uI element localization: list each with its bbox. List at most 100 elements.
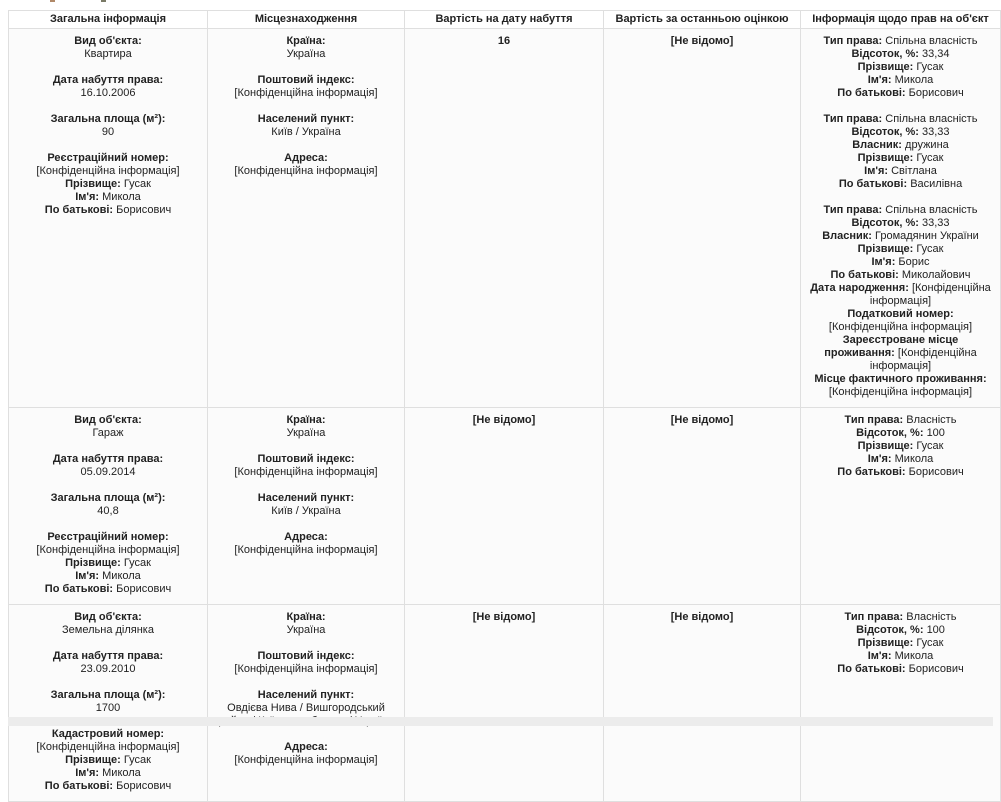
field-line: Ім'я: Борис (809, 256, 992, 269)
field-value: [Конфіденційна інформація] (234, 754, 378, 766)
field-value: Україна (286, 624, 326, 636)
field-value: Микола (894, 74, 934, 86)
field-label: Відсоток, %: (851, 48, 919, 60)
field-value: Київ / Україна (271, 505, 341, 517)
field-label: По батькові: (837, 466, 906, 478)
field-value: 100 (926, 624, 945, 636)
location-cell: Країна: Україна Поштовий індекс: [Конфіденц… (207, 407, 405, 605)
field-line: Відсоток, %: 100 (809, 624, 992, 637)
field-label: Тип права: (823, 204, 883, 216)
field-value: [Не відомо] (670, 35, 734, 47)
field-line: По батькові: Борисович (17, 780, 199, 793)
field-label: Адреса: (284, 531, 328, 543)
field-line: По батькові: Борисович (809, 87, 992, 100)
field-label: Загальна площа (м²): (50, 113, 166, 125)
field-label: Прізвище: (857, 637, 914, 649)
rights-block: Тип права: Спільна власність Відсоток, %:… (809, 204, 992, 399)
field-label: По батькові: (837, 87, 906, 99)
field-value: Громадянин України (875, 230, 979, 242)
field-line: Прізвище: Гусак (809, 637, 992, 650)
field-value: Гусак (123, 557, 151, 569)
field-label: Поштовий індекс: (257, 650, 355, 662)
field-value: [Не відомо] (670, 611, 734, 623)
table-header: Загальна інформація Місцезнаходження Варті… (8, 10, 1001, 29)
field-line: Ім'я: Світлана (809, 165, 992, 178)
field-line: По батькові: Борисович (17, 204, 199, 217)
field-value: 33,34 (921, 48, 950, 60)
field-value: 33,33 (921, 217, 950, 229)
general-info-cell: Вид об'єкта: Квартира Дата набуття права: 1… (8, 28, 208, 408)
field-line: Відсоток, %: 33,34 (809, 48, 992, 61)
field-value: 33,33 (921, 126, 950, 138)
field-label: Країна: (286, 414, 326, 426)
acquisition-value-cell: [Не відомо] (404, 604, 604, 802)
field-line: Місце фактичного проживання: [Конфіденці… (809, 373, 992, 399)
table-body: Вид об'єкта: Квартира Дата набуття права: 1… (8, 28, 1001, 802)
field-value: Україна (286, 427, 326, 439)
field-value: Спільна власність (885, 204, 978, 216)
field-line: Ім'я: Микола (809, 74, 992, 87)
field-value: Власність (906, 414, 957, 426)
field-label: Прізвище: (65, 557, 121, 569)
field-line: Прізвище: Гусак (17, 754, 199, 767)
column-header: Місцезнаходження (207, 10, 405, 29)
rights-cell: Тип права: Спільна власність Відсоток, %:… (800, 28, 1001, 408)
assessment-value-cell: [Не відомо] (603, 604, 801, 802)
field-value: Гусак (916, 243, 944, 255)
field-line: Відсоток, %: 100 (809, 427, 992, 440)
field-line: Прізвище: Гусак (809, 61, 992, 74)
clipped-text-remnant (50, 0, 55, 2)
field-value: Гусак (123, 754, 151, 766)
field-label: По батькові: (44, 204, 114, 216)
field-label: Прізвище: (857, 152, 914, 164)
rights-block: Тип права: Спільна власність Відсоток, %:… (809, 113, 992, 191)
field-value: 16.10.2006 (80, 87, 136, 99)
header-row: Загальна інформація Місцезнаходження Варті… (8, 10, 1001, 29)
field-line: По батькові: Василівна (809, 178, 992, 191)
field-label: Відсоток, %: (856, 427, 924, 439)
location-cell: Країна: Україна Поштовий індекс: [Конфіденц… (207, 28, 405, 408)
field-value: [Конфіденційна інформація] (234, 466, 378, 478)
field-line: Ім'я: Микола (17, 191, 199, 204)
field-label: Ім'я: (75, 570, 100, 582)
field-label: Прізвище: (65, 178, 121, 190)
field-label: Дата набуття права: (52, 453, 164, 465)
field-label: По батькові: (830, 269, 899, 281)
field-line: Власник: Громадянин України (809, 230, 992, 243)
field-line: По батькові: Миколайович (809, 269, 992, 282)
field-line: Тип права: Спільна власність (809, 113, 992, 126)
field-label: Дата набуття права: (52, 74, 164, 86)
field-value: Земельна ділянка (62, 624, 154, 636)
declarations-table: Загальна інформація Місцезнаходження Варті… (8, 10, 1001, 802)
field-label: Ім'я: (871, 256, 896, 268)
property-row: Вид об'єкта: Гараж Дата набуття права: 05.0… (8, 407, 1001, 605)
field-label: Вид об'єкта: (74, 414, 142, 426)
field-line: Відсоток, %: 33,33 (809, 126, 992, 139)
field-label: Населений пункт: (257, 689, 355, 701)
field-label: Кадастровий номер: (51, 728, 165, 740)
field-value: 100 (926, 427, 945, 439)
field-value: [Не відомо] (670, 414, 734, 426)
field-line: По батькові: Борисович (17, 583, 199, 596)
field-value: Микола (894, 453, 934, 465)
field-line: Зареєстроване місце проживання: [Конфіде… (809, 334, 992, 373)
field-line: По батькові: Борисович (809, 466, 992, 479)
field-value: [Конфіденційна інформація] (36, 741, 180, 753)
field-label: Вид об'єкта: (74, 35, 142, 47)
general-info-cell: Вид об'єкта: Земельна ділянка Дата набуття… (8, 604, 208, 802)
property-row: Вид об'єкта: Земельна ділянка Дата набуття… (8, 604, 1001, 802)
field-line: Прізвище: Гусак (17, 178, 199, 191)
field-value: 1700 (95, 702, 121, 714)
field-value: 05.09.2014 (80, 466, 136, 478)
field-value: [Не відомо] (472, 414, 536, 426)
field-label: Країна: (286, 35, 326, 47)
field-label: Загальна площа (м²): (50, 689, 166, 701)
rights-cell: Тип права: Власність Відсоток, %: 100 Пріз… (800, 604, 1001, 802)
field-label: Ім'я: (75, 191, 100, 203)
field-value: Київ / Україна (271, 126, 341, 138)
field-value: Гусак (916, 152, 944, 164)
field-line: Ім'я: Микола (809, 650, 992, 663)
field-value: Борисович (908, 663, 964, 675)
field-value: [Конфіденційна інформація] (234, 165, 378, 177)
field-label: Дата набуття права: (52, 650, 164, 662)
